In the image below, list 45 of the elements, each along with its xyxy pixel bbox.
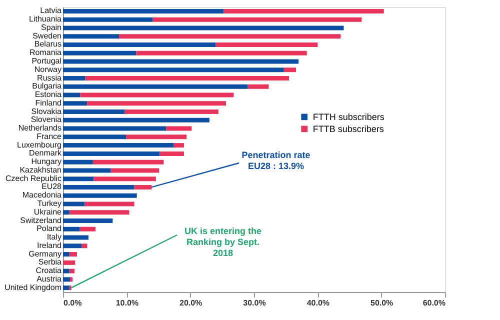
y-tick-label: Germany — [28, 249, 62, 258]
y-tick-label: Netherlands — [18, 124, 62, 133]
y-tick-label: Bulgaria — [32, 82, 62, 91]
y-tick-label: EU28 — [41, 182, 62, 192]
y-tick-label: Austria — [36, 274, 62, 284]
y-tick-label: Sweden — [32, 31, 62, 40]
y-tick-label: Ukraine — [34, 207, 62, 216]
y-tick-label: Croatia — [36, 266, 62, 276]
y-tick-label: Ireland — [37, 240, 62, 250]
x-tick-label: 30.0% — [243, 298, 266, 308]
y-tick-label: Estonia — [34, 90, 62, 100]
legend-label: FTTB subscribers — [312, 124, 384, 134]
y-tick-label: Portugal — [32, 56, 62, 66]
x-tick-label: 40.0% — [306, 298, 330, 308]
y-tick-label: France — [36, 132, 62, 141]
y-tick-label: Slovenia — [30, 115, 62, 124]
y-tick-label: Luxembourg — [17, 140, 62, 150]
y-tick-label: United Kingdom — [4, 282, 62, 292]
legend-label: FTTH subscribers — [312, 112, 385, 122]
y-tick-label: Slovakia — [31, 106, 62, 116]
y-tick-label: Macedonia — [22, 190, 62, 200]
y-tick-label: Belarus — [34, 40, 62, 49]
y-tick-label: Lithuania — [29, 14, 62, 24]
y-tick-label: Latvia — [40, 6, 62, 16]
y-tick-label: Kazakhstan — [20, 165, 62, 174]
y-tick-label: Finland — [35, 98, 62, 108]
y-tick-label: Hungary — [31, 157, 62, 166]
y-tick-label: Russia — [37, 73, 62, 82]
x-tick-label: 10.0% — [116, 298, 139, 308]
annotation: UK is entering the Ranking by Sept. 2018 — [184, 226, 262, 258]
y-tick-label: Turkey — [37, 198, 62, 208]
y-tick-label: Denmark — [29, 148, 62, 158]
y-tick-label: Poland — [36, 224, 62, 234]
y-tick-label: Romania — [29, 48, 62, 58]
y-tick-label: Czech Republic — [5, 174, 62, 183]
y-tick-label: Spain — [41, 22, 62, 32]
x-tick-label: 0.0% — [64, 298, 82, 308]
y-tick-label: Norway — [34, 64, 62, 74]
y-tick-label: Switzerland — [20, 216, 62, 225]
y-tick-label: Italy — [46, 232, 62, 242]
x-tick-label: 20.0% — [179, 298, 202, 308]
x-tick-label: 60.0% — [422, 298, 446, 308]
annotation: Penetration rate EU28 : 13.9% — [242, 150, 310, 171]
x-tick-label: 50.0% — [370, 298, 394, 308]
y-tick-label: Serbia — [38, 258, 62, 267]
